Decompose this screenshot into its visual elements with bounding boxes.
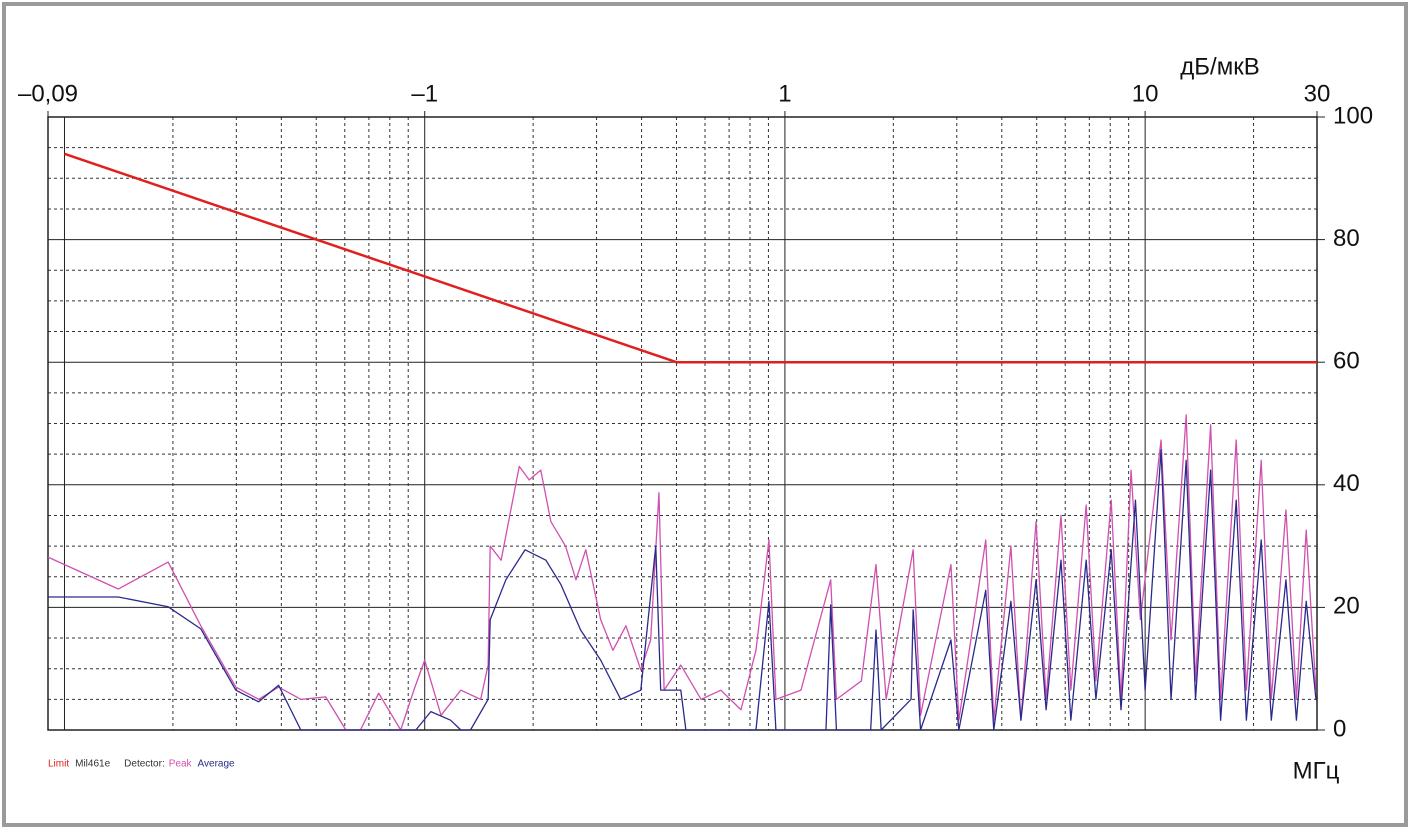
legend-detector: Detector: <box>124 759 165 770</box>
y-tick-label: 0 <box>1333 715 1346 742</box>
y-tick-label: 80 <box>1333 225 1360 252</box>
legend-entry: Average <box>198 759 236 770</box>
x-tick-label: 30 <box>1304 80 1331 107</box>
x-tick-label: –1 <box>411 80 438 107</box>
x-tick-label: 1 <box>778 80 791 107</box>
legend-entry: Limit <box>48 759 69 770</box>
series-line <box>47 414 1317 731</box>
y-tick-label: 20 <box>1333 593 1360 620</box>
legend-standard: Mil461e <box>75 759 110 770</box>
y-tick-label: 60 <box>1333 348 1360 375</box>
series-line <box>64 152 1317 364</box>
y-tick-label: 40 <box>1333 470 1360 497</box>
y-tick-label: 100 <box>1333 102 1373 129</box>
plot-border <box>47 116 1318 731</box>
x-tick-label: –0,09 <box>18 80 78 107</box>
legend-entry: Peak <box>169 759 193 770</box>
x-tick-label: 10 <box>1132 80 1159 107</box>
x-axis-label: МГц <box>1293 757 1340 784</box>
series-line <box>48 449 1317 731</box>
legend: Limit Mil461e Detector: Peak Average <box>48 759 235 770</box>
y-axis-label: дБ/мкВ <box>1180 53 1259 80</box>
